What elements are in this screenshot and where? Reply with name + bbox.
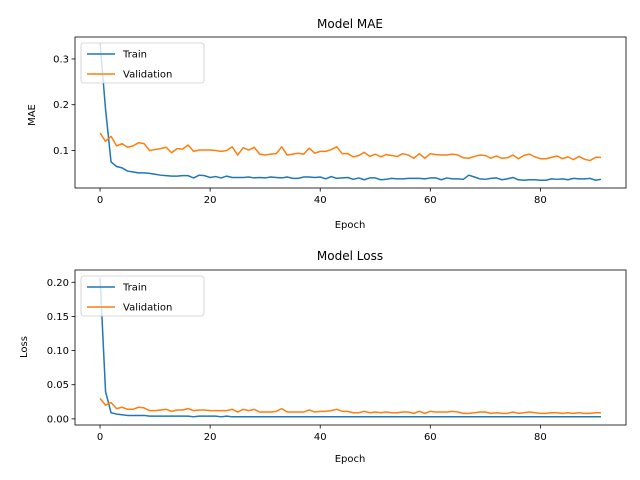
x-tick-label: 40 [314, 195, 327, 206]
legend-box [80, 275, 205, 317]
loss-chart: Model Loss Epoch Loss 0 20 40 60 80 0.00 0.05 0… [19, 249, 627, 465]
y-tick-label: 0.3 [53, 54, 69, 65]
series-line-validation [99, 132, 601, 162]
x-axis-label: Epoch [335, 454, 366, 465]
x-tick-label: 0 [97, 432, 103, 443]
y-tick-label: 0.10 [47, 346, 69, 357]
series-line-train [99, 42, 602, 181]
legend-box [80, 42, 205, 84]
chart-title: Model MAE [317, 17, 383, 31]
x-tick-label: 0 [97, 195, 103, 206]
x-tick-label: 40 [314, 432, 327, 443]
legend: Train Validation [80, 275, 205, 317]
x-tick-label: 60 [424, 195, 437, 206]
legend: Train Validation [80, 42, 205, 84]
x-tick-label: 20 [204, 195, 217, 206]
y-tick-label: 0.20 [47, 278, 69, 289]
y-axis-label: MAE [27, 104, 38, 126]
series-line-validation [99, 397, 601, 415]
legend-label-validation: Validation [123, 303, 172, 314]
y-tick-label: 0.15 [47, 312, 69, 323]
y-axis-label: Loss [19, 336, 30, 358]
x-tick-label: 60 [424, 432, 437, 443]
y-tick-label: 0.00 [47, 414, 69, 425]
axes-frame [74, 269, 627, 426]
legend-label-train: Train [122, 283, 147, 294]
x-axis-label: Epoch [335, 220, 366, 231]
x-tick-label: 80 [534, 195, 547, 206]
legend-label-validation: Validation [123, 70, 172, 81]
mae-chart: Model MAE Epoch MAE 0 20 40 60 80 0.1 0.2 0.3 Tr… [27, 17, 627, 231]
x-tick-label: 20 [204, 432, 217, 443]
y-tick-label: 0.2 [53, 100, 69, 111]
axes-frame [74, 36, 627, 189]
y-tick-label: 0.05 [47, 380, 69, 391]
y-tick-label: 0.1 [53, 146, 69, 157]
series-line-train [99, 277, 601, 418]
x-tick-label: 80 [534, 432, 547, 443]
legend-label-train: Train [122, 50, 147, 61]
chart-title: Model Loss [317, 249, 383, 263]
